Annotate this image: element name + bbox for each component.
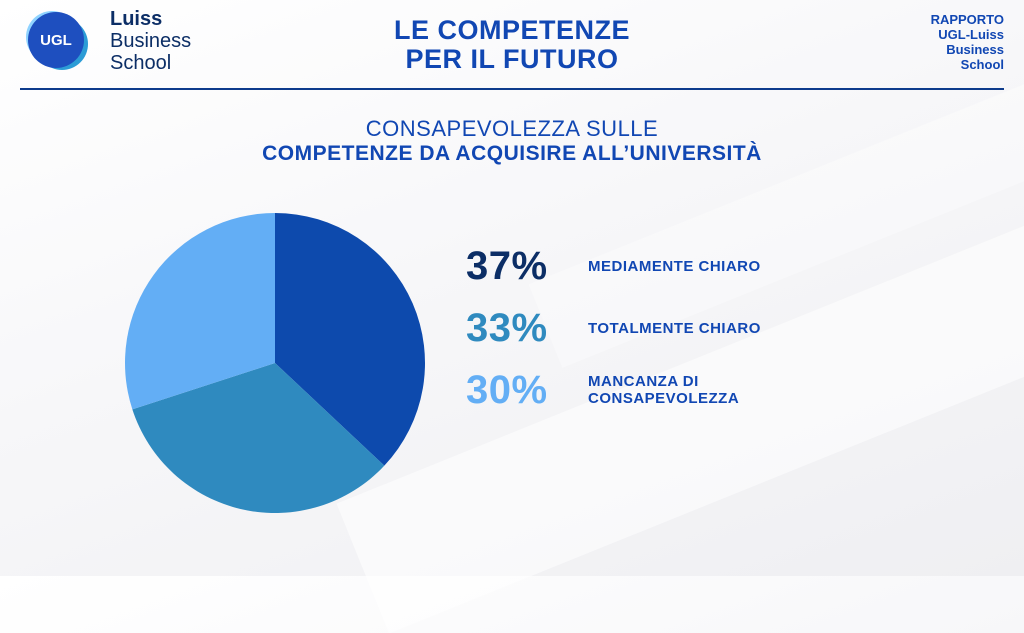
legend-value: 33% [466, 305, 548, 350]
pie-chart [124, 213, 425, 513]
legend-item: 33% TOTALMENTE CHIARO [466, 306, 886, 350]
luiss-ugl-logo: UGL Luiss Business School [26, 4, 196, 80]
chart-subtitle-line: CONSAPEVOLEZZA SULLE [365, 116, 659, 141]
report-label: RAPPORTO UGL-Luiss Business School [904, 12, 1004, 72]
logo-line: Luiss [110, 8, 163, 30]
logo-line: Business [110, 30, 192, 52]
logo-line: School [110, 52, 172, 74]
pie-slice [275, 213, 425, 466]
page-title-line: PER IL FUTURO [405, 44, 619, 74]
chart-subtitle: CONSAPEVOLEZZA SULLE COMPETENZE DA ACQUI… [0, 117, 1024, 167]
report-label-line: UGL-Luiss [938, 27, 1004, 42]
legend-label: MANCANZA DI CONSAPEVOLEZZA [588, 373, 740, 407]
report-label-line: RAPPORTO [930, 12, 1004, 27]
report-label-line: School [960, 57, 1004, 72]
page-title-line: LE COMPETENZE [393, 15, 630, 45]
page-title: LE COMPETENZE PER IL FUTURO [300, 16, 724, 74]
report-label-line: Business [946, 42, 1004, 57]
ugl-logo-badge: UGL [28, 12, 84, 68]
luiss-business-school-wordmark: Luiss Business School [110, 8, 191, 74]
header-divider [20, 88, 1004, 90]
chart-legend: 37% MEDIAMENTE CHIARO 33% TOTALMENTE CHI… [466, 244, 886, 430]
legend-label: TOTALMENTE CHIARO [588, 319, 761, 337]
legend-item: 37% MEDIAMENTE CHIARO [466, 244, 886, 288]
pie-slice [124, 213, 275, 410]
legend-value: 37% [466, 243, 548, 288]
legend-item: 30% MANCANZA DI CONSAPEVOLEZZA [466, 368, 886, 412]
chart-subtitle-line: COMPETENZE DA ACQUISIRE ALL’UNIVERSITÀ [262, 142, 762, 165]
pie-slice [132, 363, 385, 513]
legend-value: 30% [466, 367, 548, 412]
legend-label: MEDIAMENTE CHIARO [588, 257, 761, 275]
